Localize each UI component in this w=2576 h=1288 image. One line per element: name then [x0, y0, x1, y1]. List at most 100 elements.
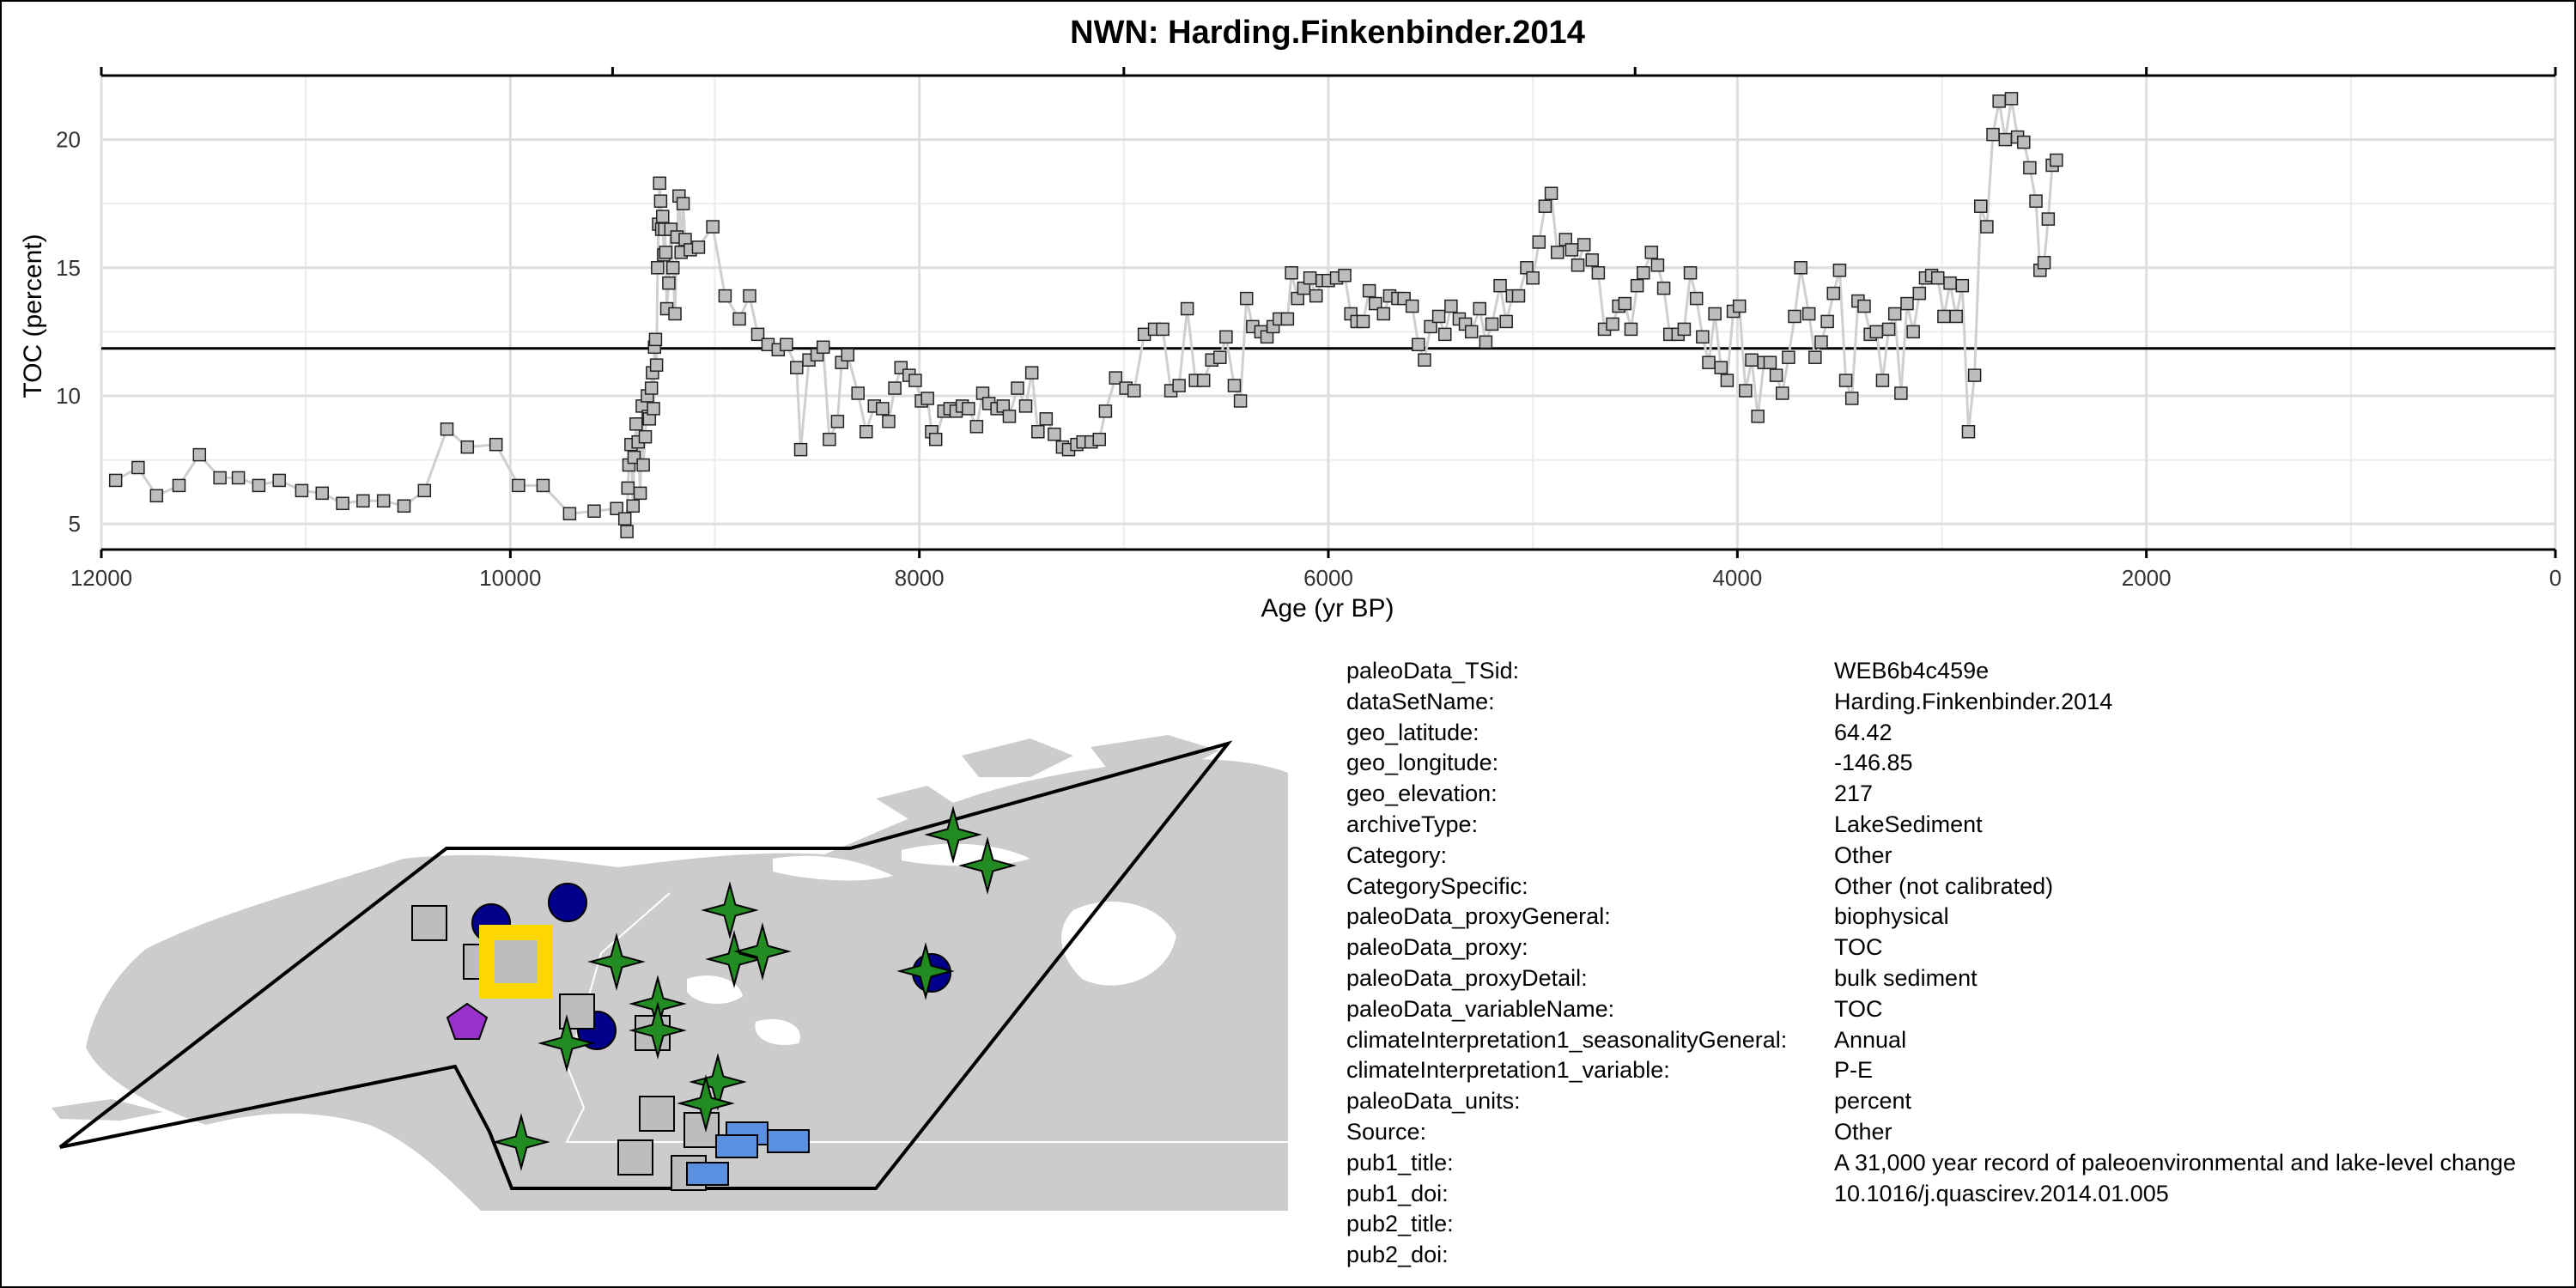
data-point	[1591, 266, 1606, 280]
data-point	[1577, 238, 1591, 252]
region-outline	[58, 740, 1233, 1190]
metadata-value: A 31,000 year record of paleoenvironment…	[1834, 1149, 2517, 1176]
data-point	[149, 489, 164, 503]
metadata-row: paleoData_variableName: TOC	[1346, 996, 2576, 1027]
site-star	[701, 881, 759, 939]
data-point	[1788, 309, 1801, 324]
data-point	[1092, 432, 1107, 447]
data-point	[1967, 368, 1982, 382]
data-point	[1532, 235, 1546, 249]
data-point	[397, 499, 411, 513]
data-point	[1869, 325, 1884, 339]
site-square-7	[617, 1139, 653, 1176]
data-point	[620, 525, 634, 538]
data-point	[1031, 424, 1045, 439]
metadata-table: paleoData_TSid: WEB6b4c459e dataSetName: Ha…	[1346, 658, 2576, 1273]
data-point	[1618, 296, 1632, 311]
data-point	[1775, 386, 1789, 400]
data-point	[1493, 278, 1507, 293]
data-point	[793, 442, 808, 457]
data-point	[1405, 299, 1419, 313]
data-point	[1219, 330, 1233, 344]
metadata-value: TOC	[1834, 995, 1883, 1022]
data-point	[1961, 424, 1976, 439]
data-point	[1677, 322, 1692, 337]
data-point	[633, 486, 647, 501]
data-point	[1769, 368, 1783, 382]
data-point	[2023, 161, 2037, 175]
data-point	[1955, 278, 1970, 293]
metadata-value: WEB6b4c459e	[1834, 658, 1990, 683]
data-point	[2037, 256, 2051, 270]
data-point	[830, 415, 845, 428]
metadata-row: pub1_title: A 31,000 year record of paleo…	[1346, 1150, 2576, 1181]
data-point	[636, 458, 650, 472]
metadata-row: Source: Other	[1346, 1119, 2576, 1150]
data-point	[1808, 350, 1822, 364]
y-axis-label: TOC (percent)	[19, 234, 47, 398]
data-point	[1002, 410, 1017, 423]
site-star	[677, 1074, 735, 1133]
metadata-row: paleoData_units: percent	[1346, 1088, 2576, 1119]
data-point	[1464, 325, 1479, 339]
site-star	[896, 942, 955, 1000]
data-point	[668, 307, 682, 321]
site-circle-2	[548, 883, 587, 922]
metadata-key: paleoData_proxyGeneral:	[1346, 903, 1611, 930]
site-star	[587, 933, 646, 991]
data-point	[336, 496, 349, 511]
data-point	[1974, 199, 1988, 213]
data-point	[1585, 253, 1599, 267]
data-point	[1127, 384, 1141, 398]
data-point	[376, 494, 391, 508]
site-star	[705, 930, 763, 988]
toc-chart: NWN: Harding.Finkenbinder.2014 12000 1000…	[19, 15, 2561, 623]
metadata-row: pub2_doi:	[1346, 1242, 2576, 1273]
data-point	[1233, 394, 1248, 408]
data-point	[823, 432, 836, 447]
data-point	[1980, 220, 1994, 234]
site-star	[924, 805, 982, 864]
data-point	[1418, 353, 1431, 367]
data-point	[1826, 286, 1841, 301]
data-point	[1172, 379, 1186, 392]
data-point	[816, 340, 830, 355]
site-star	[538, 1014, 596, 1072]
data-point	[1814, 335, 1828, 349]
data-point	[706, 220, 720, 234]
x-tick-label: 2000	[2122, 565, 2172, 591]
metadata-row: geo_elevation: 217	[1346, 781, 2576, 811]
data-point	[1782, 350, 1795, 364]
metadata-row: climateInterpretation1_variable: P-E	[1346, 1057, 2576, 1088]
data-point	[1708, 307, 1722, 321]
metadata-value: biophysical	[1834, 903, 1949, 930]
data-point	[1196, 374, 1211, 387]
data-point	[1683, 266, 1698, 280]
data-point	[962, 402, 975, 416]
y-tick-label: 15	[56, 255, 81, 281]
metadata-key: pub2_title:	[1346, 1211, 1454, 1237]
data-point	[489, 437, 503, 452]
data-point	[1763, 355, 1777, 369]
data-point	[626, 499, 640, 513]
data-point	[750, 327, 765, 342]
data-point	[1098, 404, 1113, 418]
data-point	[1943, 276, 1957, 290]
data-point	[356, 494, 370, 508]
data-point	[649, 358, 664, 372]
data-point	[2050, 153, 2063, 167]
data-point	[621, 481, 635, 495]
data-point	[192, 447, 207, 462]
data-point	[644, 381, 659, 395]
data-point	[1431, 309, 1446, 324]
data-point	[1303, 270, 1317, 285]
data-point	[743, 289, 756, 303]
data-point	[780, 337, 793, 352]
data-point	[1156, 322, 1170, 337]
data-point	[648, 332, 663, 347]
site-square-6	[683, 1112, 720, 1148]
water-channel-1	[773, 855, 893, 881]
data-point	[1838, 374, 1853, 387]
metadata-row: paleoData_proxyGeneral: biophysical	[1346, 903, 2576, 934]
